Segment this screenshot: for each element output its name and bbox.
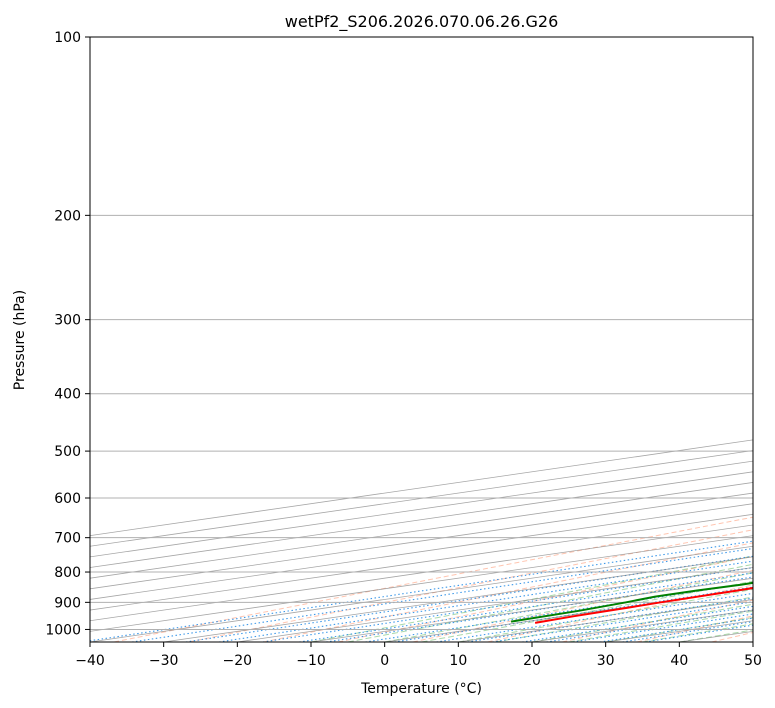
mixing-ratio-line-14 — [572, 613, 753, 642]
x-tick-label: 50 — [744, 653, 762, 669]
plot-frame — [89, 36, 754, 643]
y-tick-label: 300 — [54, 313, 81, 329]
dry-adiabat-line-4 — [412, 569, 753, 642]
x-tick-label: −10 — [296, 653, 326, 669]
isotherm-line-1 — [90, 450, 753, 547]
y-tick-label: 700 — [54, 531, 81, 547]
isotherm-line-3 — [90, 471, 753, 568]
x-tick-label: 10 — [449, 653, 467, 669]
y-tick-label: 500 — [54, 444, 81, 460]
chart-title: wetPf2_S206.2026.070.06.26.G26 — [285, 12, 559, 32]
x-tick-label: 0 — [380, 653, 389, 669]
axis-ticks: −40 −30 −20 −10 0 10 20 30 40 50 100 200 300 400 500 60… — [45, 30, 762, 669]
moist-adiabat-line-3 — [421, 580, 753, 642]
x-axis-label: Temperature (°C) — [360, 681, 482, 697]
x-tick-label: 30 — [597, 653, 615, 669]
isotherm-line-5 — [90, 492, 753, 590]
mixing-ratio-line-3 — [218, 560, 753, 642]
isotherm-line-9 — [90, 535, 753, 632]
isotherm-line-6 — [90, 503, 753, 600]
mixing-ratio-line-15 — [599, 617, 753, 642]
x-tick-label: −20 — [223, 653, 253, 669]
mixing-ratio-line-4 — [262, 567, 753, 642]
background-lines — [90, 37, 753, 642]
dry-adiabat-line-1 — [188, 529, 753, 642]
x-tick-label: 20 — [523, 653, 541, 669]
x-tick-label: 40 — [670, 653, 688, 669]
y-tick-label: 100 — [54, 30, 81, 46]
x-tick-label: −30 — [149, 653, 179, 669]
moist-adiabat-line-4 — [458, 588, 753, 642]
x-tick-label: −40 — [75, 653, 105, 669]
isotherm-line-8 — [90, 524, 753, 622]
mixing-ratio-line-1 — [131, 547, 753, 642]
isotherm-line-2 — [90, 460, 753, 558]
y-tick-label: 800 — [54, 565, 81, 581]
y-axis-label: Pressure (hPa) — [12, 290, 28, 390]
y-tick-label: 900 — [54, 595, 81, 611]
mixing-ratio-line-2 — [185, 555, 753, 642]
y-tick-label: 200 — [54, 208, 81, 224]
y-tick-label: 1000 — [45, 622, 81, 638]
mixing-ratio-line-5 — [299, 572, 753, 642]
y-tick-label: 600 — [54, 491, 81, 507]
isotherm-line-7 — [90, 513, 753, 611]
isotherm-line-4 — [90, 482, 753, 579]
y-tick-label: 400 — [54, 387, 81, 403]
dry-adiabat-line-2 — [263, 542, 753, 642]
